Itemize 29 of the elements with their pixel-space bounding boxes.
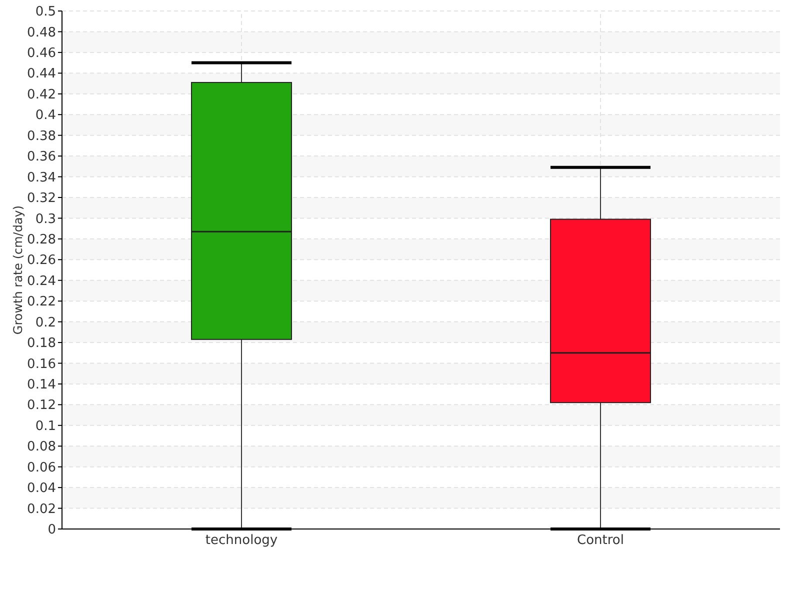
y-tick-label: 0.22 (27, 294, 56, 310)
y-tick-label: 0.38 (27, 128, 56, 144)
x-tick-label: technology (205, 533, 278, 548)
y-tick-label: 0.14 (27, 378, 56, 393)
y-tick-label: 0.06 (27, 460, 56, 476)
y-axis-title: Growth rate (cm/day) (11, 205, 25, 335)
x-tick-label: Control (577, 533, 624, 548)
y-tick-label: 0.26 (27, 253, 56, 268)
y-tick-label: 0.34 (27, 170, 56, 186)
y-tick-label: 0.24 (27, 274, 56, 289)
y-tick-label: 0.44 (27, 66, 56, 82)
y-tick-label: 0.3 (35, 212, 56, 227)
y-tick-label: 0.32 (27, 191, 56, 206)
y-tick-label: 0.04 (27, 481, 56, 496)
y-tick-label: 0.48 (27, 25, 56, 40)
y-tick-label: 0.2 (35, 315, 56, 330)
y-tick-label: 0.16 (27, 356, 56, 372)
y-tick-label: 0.18 (27, 336, 56, 352)
y-tick-label: 0.4 (35, 108, 56, 124)
y-tick-label: 0.02 (27, 502, 56, 517)
y-tick-label: 0.5 (35, 4, 56, 20)
y-tick-label: 0.08 (27, 440, 56, 455)
y-tick-label: 0.12 (27, 398, 56, 414)
y-tick-label: 0.36 (27, 150, 56, 165)
y-tick-label: 0.28 (27, 232, 56, 248)
y-tick-label: 0.46 (27, 46, 56, 61)
y-tick-label: 0.1 (35, 418, 56, 434)
y-tick-label: 0 (48, 522, 56, 538)
y-tick-label: 0.42 (27, 87, 56, 102)
